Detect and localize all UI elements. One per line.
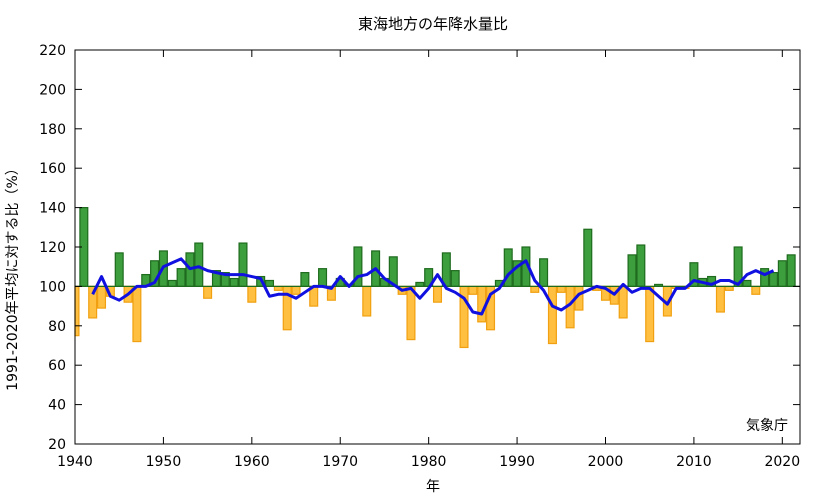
bar-1965 xyxy=(291,285,301,295)
y-axis: 20 40 60 80 100 120 140 160 180 200 220 xyxy=(39,43,800,453)
bar-2016 xyxy=(742,279,752,287)
bar-2021 xyxy=(786,254,796,288)
bar-1954 xyxy=(194,242,204,287)
bar-1968 xyxy=(318,268,328,288)
x-tick-label: 1950 xyxy=(146,454,182,470)
y-axis-title: 1991-2020年平均に対する比（%） xyxy=(5,161,21,391)
chart-title: 東海地方の年降水量比 xyxy=(358,15,508,33)
x-tick-label: 2020 xyxy=(764,454,800,470)
bar-1951 xyxy=(167,279,177,287)
bar-2003 xyxy=(627,254,637,288)
bar-2019 xyxy=(768,272,778,287)
bar-1985 xyxy=(468,285,478,295)
bar-1962 xyxy=(264,279,275,287)
plot-frame xyxy=(74,49,801,445)
y-tick-label: 180 xyxy=(39,122,66,138)
bar-1955 xyxy=(203,285,213,299)
bar-1960 xyxy=(247,285,257,303)
x-tick-label: 1970 xyxy=(322,454,358,470)
bar-2004 xyxy=(636,244,646,287)
bar-2020 xyxy=(777,260,787,288)
bar-1995 xyxy=(556,285,566,293)
y-tick-label: 220 xyxy=(39,43,66,59)
y-tick-label: 100 xyxy=(39,279,66,295)
x-tick-label: 1960 xyxy=(234,454,270,470)
y-tick-label: 200 xyxy=(39,82,66,98)
x-tick-label: 1940 xyxy=(57,454,93,470)
credit-label: 気象庁 xyxy=(746,418,788,434)
y-tick-label: 140 xyxy=(39,201,66,217)
bar-1981 xyxy=(432,285,443,303)
bar-1966 xyxy=(300,272,310,287)
bar-1986 xyxy=(477,285,487,323)
y-tick-label: 60 xyxy=(48,358,66,374)
bar-1973 xyxy=(362,285,372,317)
y-tick-label: 40 xyxy=(48,398,66,414)
bar-2002 xyxy=(618,285,628,319)
bar-1994 xyxy=(547,285,557,345)
bar-2005 xyxy=(645,285,655,343)
x-tick-label: 2010 xyxy=(676,454,712,470)
bar-2018 xyxy=(760,268,770,288)
x-axis: 1940 1950 1960 1970 1980 1990 2000 2010 2020 xyxy=(57,50,800,470)
y-tick-label: 80 xyxy=(48,319,66,335)
x-tick-label: 2000 xyxy=(588,454,624,470)
bar-1943 xyxy=(96,285,107,309)
bar-1983 xyxy=(450,270,460,288)
y-tick-label: 160 xyxy=(39,161,66,177)
bar-1940 xyxy=(74,285,80,337)
x-tick-label: 1990 xyxy=(499,454,535,470)
bar-1992 xyxy=(530,285,540,293)
trend-line xyxy=(91,257,775,316)
bar-1945 xyxy=(114,252,124,288)
bar-1978 xyxy=(406,285,416,341)
bar-1947 xyxy=(132,285,142,343)
bar-1998 xyxy=(583,228,593,288)
bar-1993 xyxy=(539,258,549,288)
bar-2017 xyxy=(751,285,761,295)
y-tick-label: 20 xyxy=(48,437,66,453)
x-axis-title: 年 xyxy=(426,479,440,495)
x-tick-label: 1980 xyxy=(411,454,447,470)
y-tick-label: 120 xyxy=(39,240,66,256)
bar-2013 xyxy=(715,285,725,313)
bar-1952 xyxy=(176,268,186,288)
bar-1958 xyxy=(229,277,239,287)
bar-1959 xyxy=(238,242,248,287)
